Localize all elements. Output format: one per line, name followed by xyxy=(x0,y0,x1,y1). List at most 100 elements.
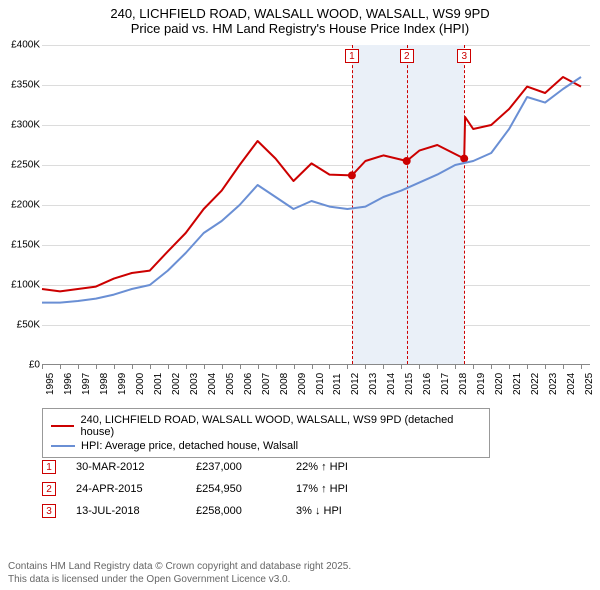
x-tick-label: 2007 xyxy=(261,373,272,395)
x-tick-label: 2003 xyxy=(189,373,200,395)
transaction-marker-num: 1 xyxy=(42,460,56,474)
transaction-marker-num: 2 xyxy=(42,482,56,496)
x-tick-mark xyxy=(96,365,97,369)
x-tick-mark xyxy=(563,365,564,369)
legend-swatch-price-paid xyxy=(51,425,74,427)
x-tick-mark xyxy=(168,365,169,369)
footer-attribution: Contains HM Land Registry data © Crown c… xyxy=(8,560,351,586)
x-tick-mark xyxy=(455,365,456,369)
x-tick-mark xyxy=(437,365,438,369)
x-tick-mark xyxy=(204,365,205,369)
transaction-change: 22% ↑ HPI xyxy=(296,461,386,473)
x-tick-label: 2016 xyxy=(422,373,433,395)
x-tick-label: 2021 xyxy=(512,373,523,395)
y-tick-label: £50K xyxy=(17,320,40,331)
y-tick-label: £300K xyxy=(11,120,40,131)
y-tick-label: £200K xyxy=(11,200,40,211)
x-tick-mark xyxy=(132,365,133,369)
transaction-change: 17% ↑ HPI xyxy=(296,483,386,495)
x-tick-label: 2024 xyxy=(566,373,577,395)
y-tick-label: £0 xyxy=(29,360,40,371)
legend-label-hpi: HPI: Average price, detached house, Wals… xyxy=(81,440,298,452)
x-tick-label: 2015 xyxy=(404,373,415,395)
transaction-row: 2 24-APR-2015 £254,950 17% ↑ HPI xyxy=(42,478,542,500)
x-tick-mark xyxy=(42,365,43,369)
x-tick-mark xyxy=(240,365,241,369)
transaction-date: 24-APR-2015 xyxy=(76,483,176,495)
y-tick-label: £250K xyxy=(11,160,40,171)
x-tick-label: 2008 xyxy=(279,373,290,395)
x-tick-mark xyxy=(473,365,474,369)
transaction-marker-num: 3 xyxy=(42,504,56,518)
x-tick-mark xyxy=(419,365,420,369)
marker-number-box: 2 xyxy=(400,49,414,63)
x-tick-mark xyxy=(60,365,61,369)
x-tick-mark xyxy=(545,365,546,369)
x-tick-mark xyxy=(365,365,366,369)
transaction-change: 3% ↓ HPI xyxy=(296,505,386,517)
sale-dot xyxy=(403,157,411,165)
transactions-table: 1 30-MAR-2012 £237,000 22% ↑ HPI 2 24-AP… xyxy=(42,456,542,522)
x-tick-mark xyxy=(312,365,313,369)
series-line-hpi xyxy=(42,77,581,303)
x-tick-label: 2000 xyxy=(135,373,146,395)
title-line-1: 240, LICHFIELD ROAD, WALSALL WOOD, WALSA… xyxy=(10,6,590,21)
x-tick-label: 2002 xyxy=(171,373,182,395)
legend-label-price-paid: 240, LICHFIELD ROAD, WALSALL WOOD, WALSA… xyxy=(80,414,481,438)
y-tick-label: £150K xyxy=(11,240,40,251)
transaction-price: £258,000 xyxy=(196,505,276,517)
marker-number-box: 1 xyxy=(345,49,359,63)
x-tick-label: 2011 xyxy=(332,373,343,395)
x-tick-mark xyxy=(78,365,79,369)
x-tick-label: 2006 xyxy=(243,373,254,395)
footer-line-1: Contains HM Land Registry data © Crown c… xyxy=(8,560,351,573)
y-axis: £0£50K£100K£150K£200K£250K£300K£350K£400… xyxy=(0,45,42,365)
x-tick-label: 2013 xyxy=(368,373,379,395)
x-tick-mark xyxy=(258,365,259,369)
marker-number-box: 3 xyxy=(457,49,471,63)
footer-line-2: This data is licensed under the Open Gov… xyxy=(8,573,351,586)
x-tick-mark xyxy=(294,365,295,369)
x-tick-label: 2012 xyxy=(350,373,361,395)
x-tick-mark xyxy=(401,365,402,369)
x-axis: 1995199619971998199920002001200220032004… xyxy=(42,365,590,405)
legend-item-price-paid: 240, LICHFIELD ROAD, WALSALL WOOD, WALSA… xyxy=(51,413,481,439)
x-tick-mark xyxy=(329,365,330,369)
x-tick-label: 2010 xyxy=(315,373,326,395)
x-tick-mark xyxy=(383,365,384,369)
x-tick-mark xyxy=(347,365,348,369)
sale-dot xyxy=(348,171,356,179)
x-tick-label: 1995 xyxy=(45,373,56,395)
transaction-date: 13-JUL-2018 xyxy=(76,505,176,517)
plot-area: 1 2 3 xyxy=(42,45,590,365)
series-line-price_paid xyxy=(42,77,581,291)
x-tick-mark xyxy=(222,365,223,369)
chart-title: 240, LICHFIELD ROAD, WALSALL WOOD, WALSA… xyxy=(0,0,600,38)
x-tick-label: 2019 xyxy=(476,373,487,395)
x-tick-label: 2022 xyxy=(530,373,541,395)
x-tick-label: 2020 xyxy=(494,373,505,395)
legend-item-hpi: HPI: Average price, detached house, Wals… xyxy=(51,439,481,453)
x-tick-label: 1997 xyxy=(81,373,92,395)
x-tick-mark xyxy=(581,365,582,369)
transaction-price: £237,000 xyxy=(196,461,276,473)
transaction-row: 3 13-JUL-2018 £258,000 3% ↓ HPI xyxy=(42,500,542,522)
legend-swatch-hpi xyxy=(51,445,75,447)
x-tick-label: 1996 xyxy=(63,373,74,395)
x-tick-label: 1998 xyxy=(99,373,110,395)
legend-box: 240, LICHFIELD ROAD, WALSALL WOOD, WALSA… xyxy=(42,408,490,458)
y-tick-label: £400K xyxy=(11,40,40,51)
transaction-price: £254,950 xyxy=(196,483,276,495)
transaction-row: 1 30-MAR-2012 £237,000 22% ↑ HPI xyxy=(42,456,542,478)
title-line-2: Price paid vs. HM Land Registry's House … xyxy=(10,21,590,36)
chart-container: 240, LICHFIELD ROAD, WALSALL WOOD, WALSA… xyxy=(0,0,600,590)
x-tick-label: 2005 xyxy=(225,373,236,395)
x-tick-mark xyxy=(527,365,528,369)
x-tick-mark xyxy=(186,365,187,369)
y-tick-label: £350K xyxy=(11,80,40,91)
x-tick-label: 1999 xyxy=(117,373,128,395)
x-tick-mark xyxy=(509,365,510,369)
x-tick-label: 2017 xyxy=(440,373,451,395)
x-tick-mark xyxy=(491,365,492,369)
x-tick-label: 2009 xyxy=(297,373,308,395)
